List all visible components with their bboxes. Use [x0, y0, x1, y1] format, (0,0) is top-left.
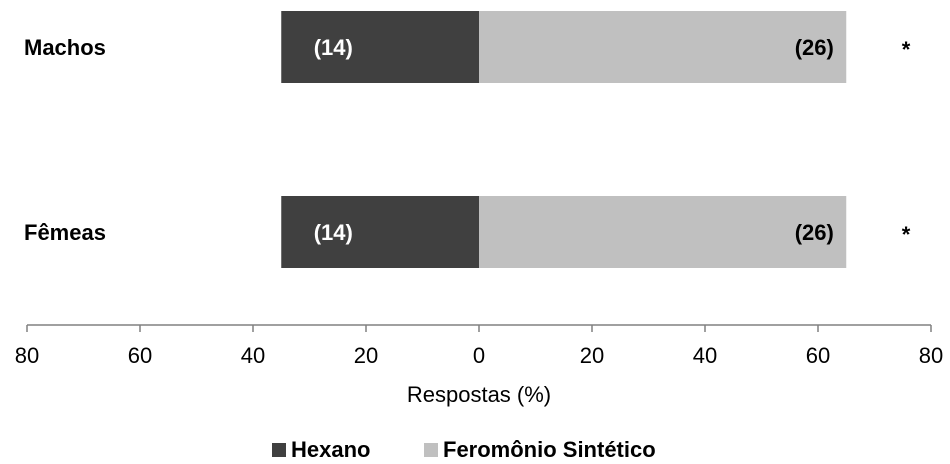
- x-axis: 80 60 40 20 0 20 40 60 80: [15, 324, 943, 368]
- tick-label: 0: [473, 343, 485, 368]
- legend: Hexano Feromônio Sintético: [272, 437, 656, 462]
- data-label: (26): [795, 35, 834, 60]
- data-label: (14): [314, 35, 353, 60]
- data-label: (14): [314, 220, 353, 245]
- tick-label: 40: [241, 343, 265, 368]
- significance-mark: *: [902, 222, 911, 247]
- tick-label: 60: [128, 343, 152, 368]
- data-label: (26): [795, 220, 834, 245]
- category-label: Fêmeas: [24, 220, 106, 245]
- tick-label: 80: [919, 343, 943, 368]
- tick-label: 80: [15, 343, 39, 368]
- legend-label: Hexano: [291, 437, 370, 462]
- category-label: Machos: [24, 35, 106, 60]
- tick-label: 40: [693, 343, 717, 368]
- bars-layer: [281, 11, 847, 268]
- tick-label: 20: [580, 343, 604, 368]
- legend-swatch: [424, 443, 438, 457]
- hexano-bar: [281, 196, 479, 268]
- tick-label: 60: [806, 343, 830, 368]
- legend-label: Feromônio Sintético: [443, 437, 656, 462]
- significance-mark: *: [902, 37, 911, 62]
- legend-swatch: [272, 443, 286, 457]
- feromonio-bar: [479, 11, 847, 83]
- x-axis-title: Respostas (%): [407, 382, 551, 407]
- labels-layer: Machos (14) (26) * Fêmeas (14) (26) *: [24, 35, 911, 247]
- feromonio-bar: [479, 196, 847, 268]
- tick-label: 20: [354, 343, 378, 368]
- hexano-bar: [281, 11, 479, 83]
